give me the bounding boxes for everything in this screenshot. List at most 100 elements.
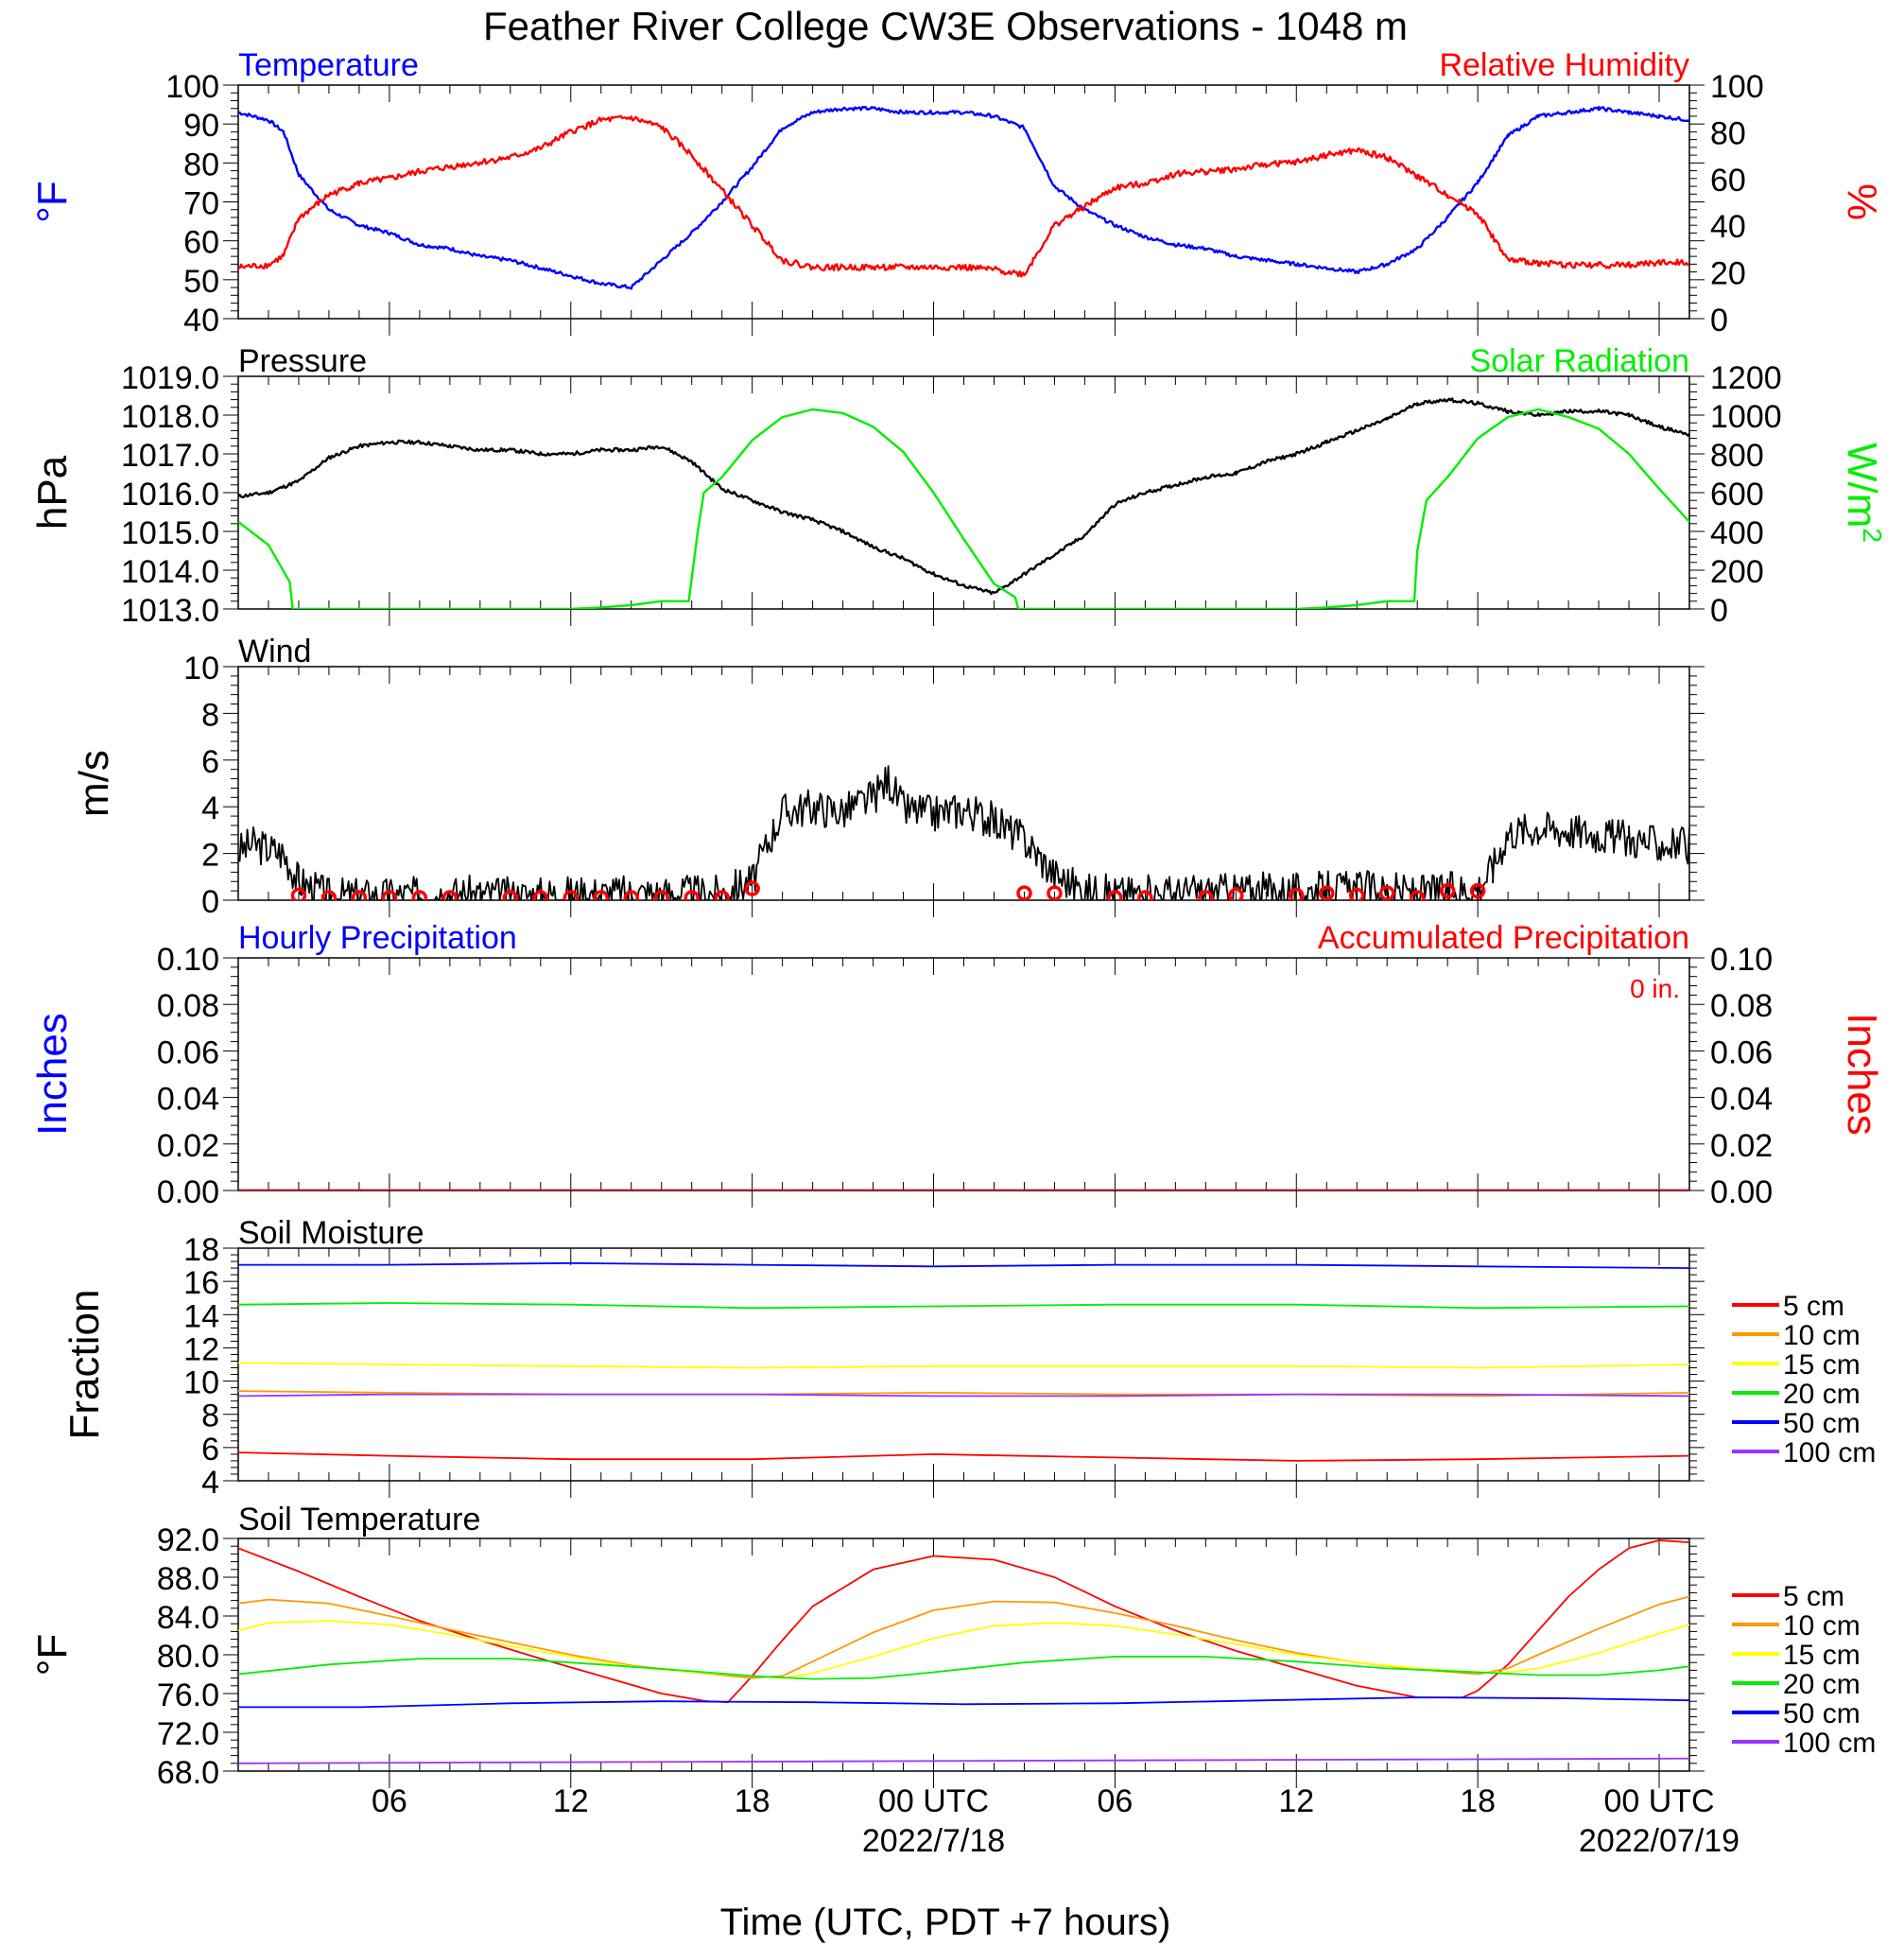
y-tick-label: 1018.0 xyxy=(121,399,219,435)
panel-precip: 0.10 0.08 0.06 0.04 0.02 0.00 0.10 0.08 0.06 0.04… xyxy=(29,920,1885,1210)
y-tick-label: 90 xyxy=(183,108,219,144)
wind-calm-marker xyxy=(623,890,639,900)
x-tick-label: 06 xyxy=(372,1783,407,1819)
y-tick-label: 1016.0 xyxy=(121,477,219,513)
x-tick-label: 00 UTC xyxy=(878,1783,989,1819)
wind-calm-marker xyxy=(1047,885,1063,900)
y2-tick-label: 0.08 xyxy=(1710,988,1773,1024)
y-tick-label: 6 xyxy=(201,744,219,780)
series-layer xyxy=(238,765,1689,900)
y-tick-label: 68.0 xyxy=(157,1755,219,1791)
y-tick-label: 0 xyxy=(201,884,219,920)
wind-calm-marker xyxy=(502,890,519,900)
series-line-5-cm xyxy=(238,1539,1689,1704)
y-tick-label: 40 xyxy=(183,303,219,339)
y2-tick-label: 0.10 xyxy=(1710,942,1773,978)
series-line-15-cm xyxy=(238,1362,1689,1369)
y2-tick-label: 0.06 xyxy=(1710,1034,1773,1070)
y2-tick-label: 20 xyxy=(1710,256,1746,292)
y-tick-label: 2 xyxy=(201,838,219,874)
y2-tick-label: 0.04 xyxy=(1710,1082,1773,1118)
y2-tick-label: 0 xyxy=(1710,303,1728,339)
wind-calm-marker xyxy=(411,890,428,900)
plot-frame xyxy=(237,957,1690,1191)
plot-frame xyxy=(237,666,1690,901)
x-tick-label: 12 xyxy=(1278,1783,1314,1819)
date-label: 2022/07/19 xyxy=(1579,1823,1740,1859)
series-line-50-cm xyxy=(238,1261,1689,1269)
y-axis-title: Fraction xyxy=(61,1290,108,1440)
wind-calm-marker xyxy=(1439,882,1456,899)
y-tick-label: 0.10 xyxy=(157,942,219,978)
panel-title-right: Solar Radiation xyxy=(1470,343,1689,379)
wind-calm-marker xyxy=(1409,890,1426,900)
y2-tick-label: 600 xyxy=(1710,477,1764,513)
panel-title-left: Soil Temperature xyxy=(238,1502,480,1538)
legend-label: 50 cm xyxy=(1783,1408,1861,1439)
y-tick-label: 4 xyxy=(201,1465,219,1501)
series-line-50-cm xyxy=(238,1696,1689,1709)
y2-tick-label: 0.00 xyxy=(1710,1174,1773,1210)
y2-tick-label: 0.02 xyxy=(1710,1128,1773,1164)
y-tick-label: 50 xyxy=(183,264,219,300)
series-line-wind xyxy=(238,765,1689,900)
wind-calm-marker xyxy=(1469,882,1486,899)
x-axis-title: Time (UTC, PDT +7 hours) xyxy=(720,1902,1171,1943)
y-tick-label: 72.0 xyxy=(157,1716,219,1752)
y2-tick-label: 800 xyxy=(1710,438,1764,474)
y-tick-label: 84.0 xyxy=(157,1600,219,1636)
chart-title: Feather River College CW3E Observations … xyxy=(483,4,1408,48)
x-tick-label: 00 UTC xyxy=(1603,1783,1714,1819)
wind-calm-marker xyxy=(714,890,730,900)
x-tick-label: 18 xyxy=(735,1783,770,1819)
wind-calm-marker xyxy=(1289,887,1305,900)
y2-tick-label: 200 xyxy=(1710,554,1764,590)
x-tick-label: 12 xyxy=(553,1783,589,1819)
wind-calm-marker xyxy=(1228,887,1244,900)
series-line-pressure xyxy=(238,397,1689,596)
wind-calm-marker xyxy=(744,880,760,896)
y2-tick-label: 1000 xyxy=(1710,399,1782,435)
y-tick-label: 0.04 xyxy=(157,1082,219,1118)
precip-annotation: 0 in. xyxy=(1630,974,1680,1003)
y-tick-label: 14 xyxy=(183,1298,219,1334)
y2-axis-superscript: 2 xyxy=(1858,528,1887,543)
y-tick-label: 70 xyxy=(183,186,219,222)
series-layer xyxy=(238,1261,1689,1462)
wind-calm-marker xyxy=(1016,885,1032,900)
wind-calm-marker xyxy=(1137,890,1153,900)
wind-calm-marker xyxy=(381,890,398,900)
y-tick-label: 0.02 xyxy=(157,1128,219,1164)
y-tick-label: 10 xyxy=(183,1365,219,1401)
legend-label: 10 cm xyxy=(1783,1320,1861,1351)
y2-tick-label: 80 xyxy=(1710,115,1746,151)
y-axis-title: Inches xyxy=(29,1013,76,1136)
y-tick-label: 1013.0 xyxy=(121,593,219,629)
y-tick-label: 1015.0 xyxy=(121,515,219,551)
y-tick-label: 1019.0 xyxy=(121,360,219,396)
legend-label: 10 cm xyxy=(1783,1610,1861,1642)
legend-label: 15 cm xyxy=(1783,1640,1861,1671)
y2-tick-label: 60 xyxy=(1710,163,1746,199)
y-tick-label: 18 xyxy=(183,1232,219,1268)
legend-label: 20 cm xyxy=(1783,1669,1861,1700)
y-tick-label: 92.0 xyxy=(157,1522,219,1558)
panel-wind: 10 8 6 4 2 0 Wind m/s xyxy=(71,634,1705,920)
series-line-temperature xyxy=(238,105,1689,290)
y-tick-label: 0.08 xyxy=(157,988,219,1024)
series-layer xyxy=(238,397,1689,609)
y-tick-label: 0.00 xyxy=(157,1174,219,1210)
wind-calm-marker xyxy=(563,890,580,900)
panel-title-left: Pressure xyxy=(238,343,367,379)
panel-title-left: Wind xyxy=(238,634,311,669)
y-tick-label: 60 xyxy=(183,225,219,261)
date-label: 2022/7/18 xyxy=(862,1823,1005,1859)
y-tick-label: 80 xyxy=(183,147,219,182)
y-tick-label: 8 xyxy=(201,697,219,733)
wind-calm-marker xyxy=(320,890,338,900)
